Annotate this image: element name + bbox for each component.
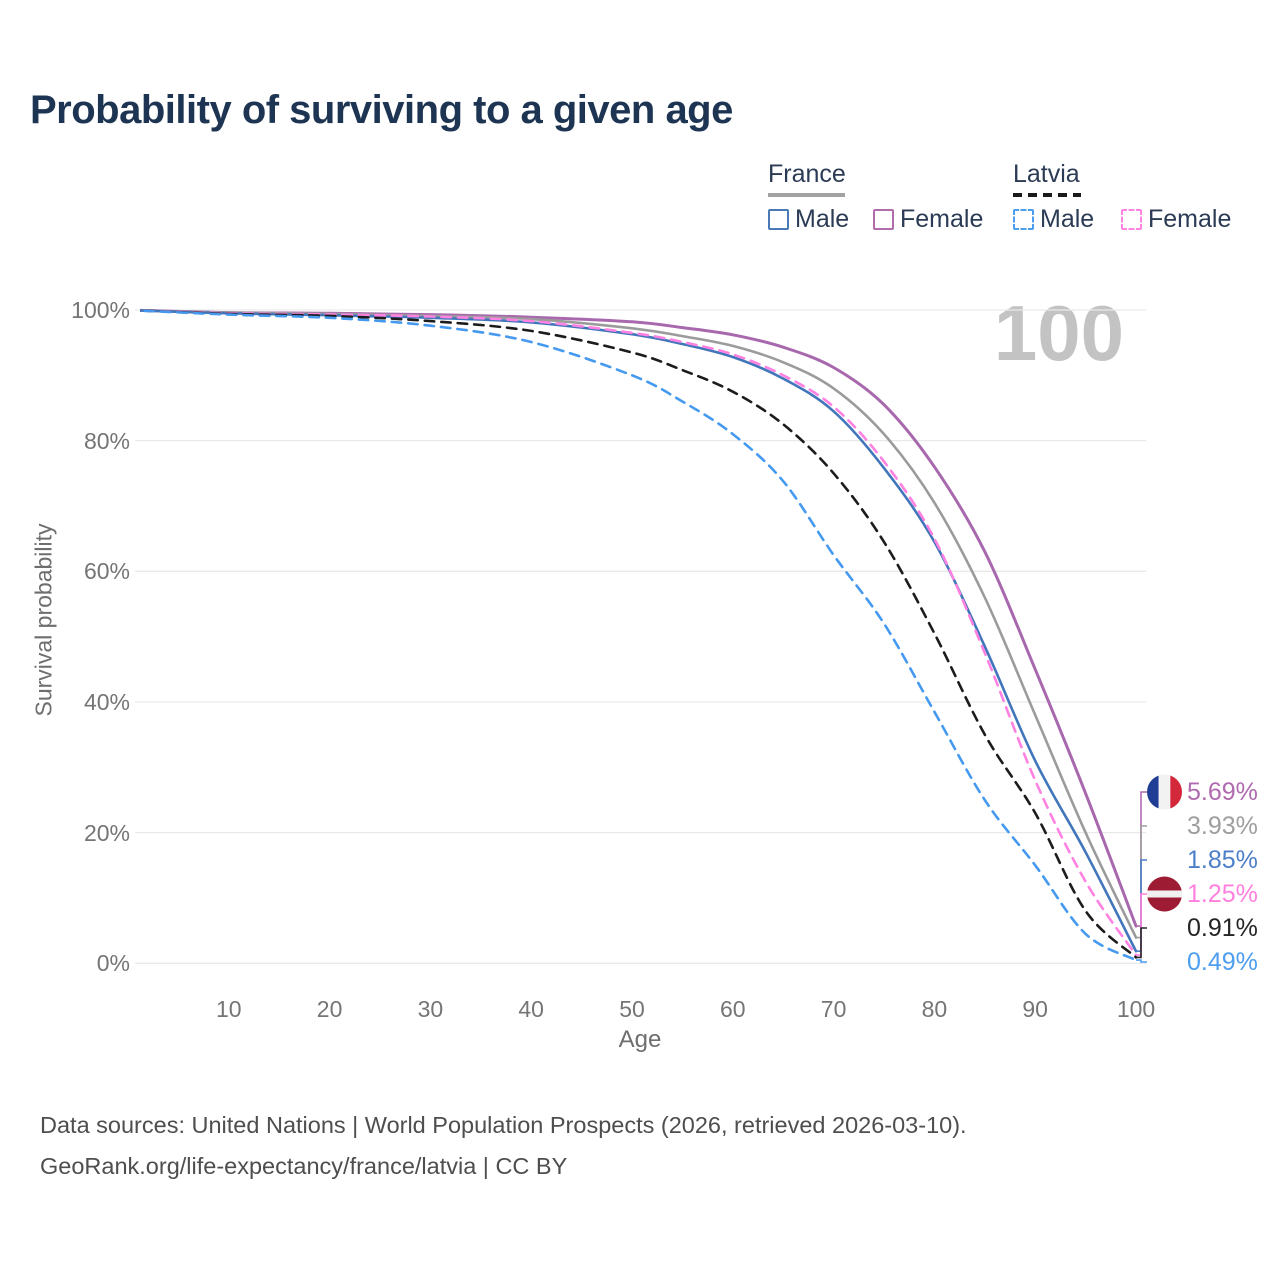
latvia-female-swatch-icon [1121, 209, 1142, 230]
end-value-label-france-male: 1.85% [1187, 846, 1258, 874]
series-line-latvia[interactable] [128, 309, 1138, 959]
footer: Data sources: United Nations | World Pop… [40, 1105, 967, 1187]
series-line-france-female[interactable] [128, 308, 1138, 928]
france-female-swatch-icon [873, 209, 894, 230]
legend-item-latvia-female[interactable]: Female [1121, 205, 1231, 234]
end-connector-latvia-female [1136, 893, 1147, 956]
x-tick-label-30: 30 [417, 996, 444, 1022]
france-flag-icon [1147, 774, 1182, 810]
series-line-latvia-female[interactable] [128, 309, 1138, 957]
y-tick-label-100: 100% [71, 297, 130, 323]
legend-item-france-male[interactable]: Male [768, 205, 849, 234]
end-connector-latvia-male [1136, 959, 1147, 963]
france-flag-icon [1147, 843, 1183, 878]
hover-age-watermark: 100 [993, 289, 1124, 377]
latvia-linestyle-swatch-icon [1013, 193, 1081, 197]
legend-label-france-female: Female [900, 205, 984, 233]
y-tick-label-0: 0% [96, 950, 130, 977]
france-flag-icon [1147, 808, 1182, 810]
x-tick-label-90: 90 [1022, 996, 1048, 1022]
x-tick-label-80: 80 [921, 996, 948, 1022]
end-annotations [1136, 774, 1183, 981]
footer-data-sources: Data sources: United Nations | World Pop… [40, 1112, 967, 1138]
latvia-flag-icon [1147, 910, 1182, 912]
x-axis-title: Age [618, 1026, 662, 1053]
x-tick-label-70: 70 [820, 996, 847, 1022]
france-male-swatch-icon [768, 209, 789, 230]
end-value-label-france: 3.93% [1187, 812, 1258, 840]
x-tick-label-60: 60 [720, 996, 746, 1022]
y-tick-label-80: 80% [83, 427, 130, 454]
end-connector-latvia [1136, 927, 1147, 959]
x-tick-label-10: 10 [216, 996, 242, 1022]
series-line-france-male[interactable] [128, 309, 1138, 953]
latvia-flag-icon [1147, 876, 1182, 912]
series-line-france[interactable] [128, 309, 1138, 939]
legend-country-france[interactable]: France [768, 160, 846, 188]
y-tick-label-20: 20% [83, 819, 130, 846]
legend-label-france-male: Male [795, 205, 850, 233]
y-tick-label-40: 40% [83, 688, 130, 715]
x-tick-label-50: 50 [619, 996, 645, 1022]
end-value-label-latvia-female: 1.25% [1187, 880, 1258, 908]
series-line-latvia-male[interactable] [128, 309, 1138, 962]
x-tick-label-40: 40 [518, 996, 544, 1022]
footer-attribution-url: GeoRank.org/life-expectancy/france/latvi… [40, 1153, 568, 1179]
legend-item-latvia-male[interactable]: Male [1013, 205, 1094, 234]
x-tick-label-20: 20 [316, 996, 343, 1022]
page-title: Probability of surviving to a given age [30, 88, 733, 132]
legend-label-latvia-male: Male [1040, 205, 1095, 233]
legend-country-latvia[interactable]: Latvia [1013, 160, 1080, 188]
legend-item-france-female[interactable]: Female [873, 205, 983, 234]
latvia-male-swatch-icon [1013, 209, 1034, 230]
france-linestyle-swatch-icon [768, 193, 845, 197]
gridlines [135, 309, 1146, 964]
series-lines [128, 308, 1138, 962]
x-tick-label-100: 100 [1116, 996, 1156, 1022]
end-value-label-latvia: 0.91% [1187, 914, 1258, 942]
y-tick-label-60: 60% [83, 558, 130, 585]
end-value-label-latvia-male: 0.49% [1187, 948, 1258, 976]
end-value-label-france-female: 5.69% [1187, 778, 1258, 806]
legend-label-latvia-female: Female [1148, 205, 1232, 233]
latvia-flag-icon [1147, 945, 1182, 981]
